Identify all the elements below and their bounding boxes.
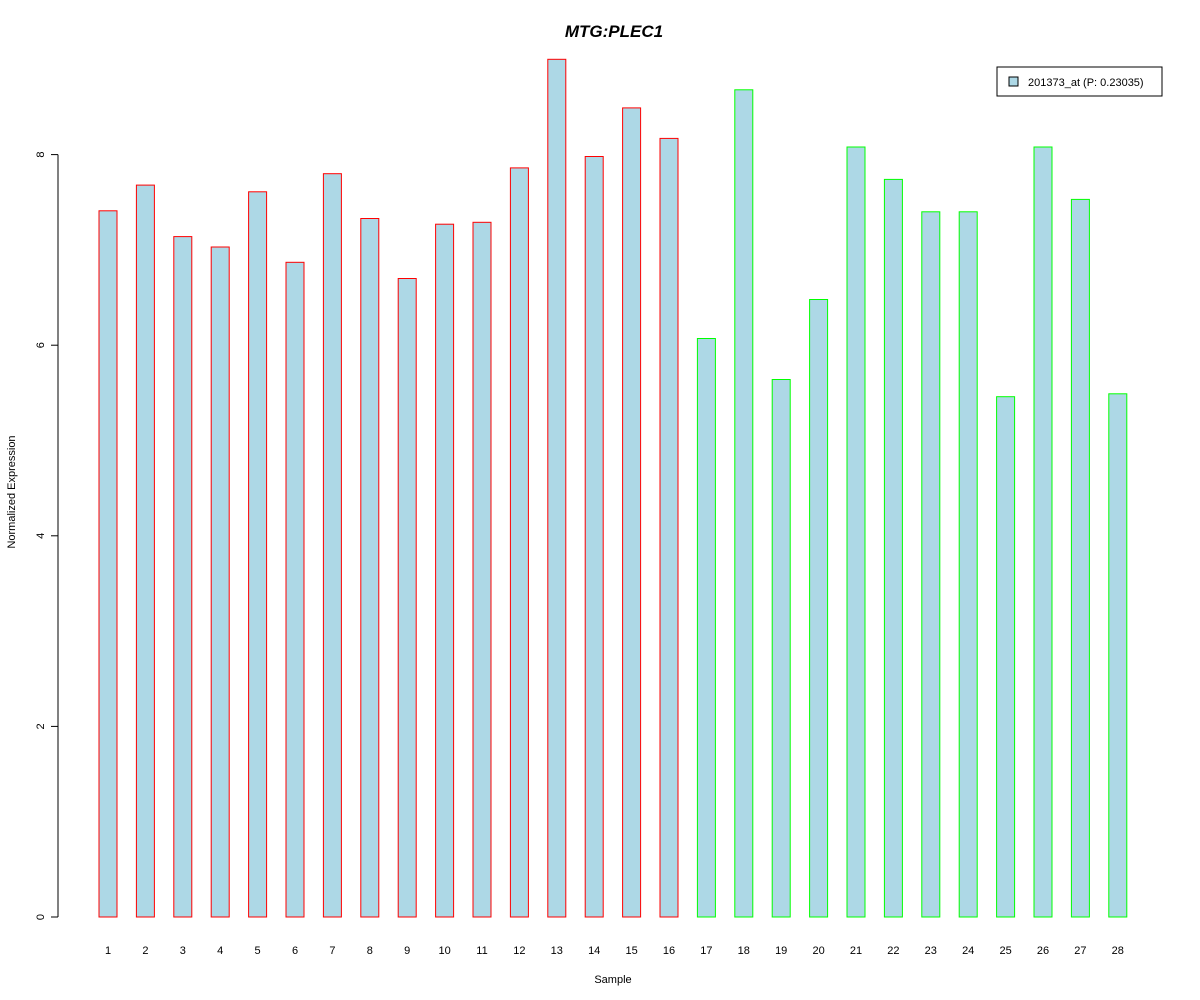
y-tick-label: 6 [35,342,47,348]
x-tick-label: 20 [812,945,824,957]
bar [846,146,866,918]
bar [397,278,417,918]
bar [248,191,268,918]
bar [285,261,305,918]
x-tick-label: 16 [663,945,675,957]
x-tick-labels: 1 2 3 4 5 6 7 8 9 10 11 12 13 14 15 16 17 18 19 20 21 22 23 24 2… [105,945,1124,957]
y-axis: 0 2 4 6 8 [35,152,59,920]
bar [435,223,455,918]
bar [734,89,754,918]
bar [622,107,642,918]
y-tick-label: 0 [35,914,47,920]
bar [584,156,604,918]
x-tick-label: 28 [1112,945,1124,957]
x-tick-label: 19 [775,945,787,957]
legend-swatch [1008,76,1019,87]
x-tick-label: 23 [925,945,937,957]
bar [809,299,829,918]
x-tick-label: 25 [999,945,1011,957]
bar [921,211,941,918]
x-axis-label: Sample [594,974,631,986]
x-tick-label: 13 [551,945,563,957]
x-tick-label: 27 [1074,945,1086,957]
legend-entry: 201373_at (P: 0.23035) [1028,77,1144,89]
bar [98,210,118,918]
x-tick-label: 9 [404,945,410,957]
x-tick-label: 17 [700,945,712,957]
bar [360,218,380,918]
y-tick-label: 2 [35,723,47,729]
legend-box [996,66,1163,97]
x-tick-label: 10 [438,945,450,957]
x-tick-label: 14 [588,945,600,957]
x-tick-label: 11 [476,945,487,957]
x-tick-label: 26 [1037,945,1049,957]
bar [472,221,492,918]
chart-title: MTG:PLEC1 [565,22,663,41]
bar [996,396,1016,918]
bar [135,184,155,918]
bar [958,211,978,918]
bar [771,379,791,918]
x-tick-label: 24 [962,945,974,957]
y-axis-label: Normalized Expression [6,435,18,548]
bar [173,236,193,918]
bar [210,246,230,918]
bar [1108,393,1128,918]
x-tick-label: 21 [850,945,862,957]
bar [322,173,342,918]
x-tick-label: 12 [513,945,525,957]
x-tick-label: 8 [367,945,373,957]
bar [547,58,567,918]
bar [659,137,679,918]
x-tick-label: 18 [738,945,750,957]
bar [1033,146,1053,918]
bar [1070,198,1090,918]
x-tick-label: 3 [180,945,186,957]
x-tick-label: 4 [217,945,223,957]
legend: 201373_at (P: 0.23035) [996,66,1163,97]
x-tick-label: 15 [625,945,637,957]
bars [98,58,1128,918]
x-tick-label: 1 [105,945,111,957]
x-tick-label: 5 [255,945,261,957]
x-tick-label: 2 [142,945,148,957]
y-tick-label: 4 [35,533,47,539]
bar [696,338,716,918]
bar [509,167,529,918]
x-tick-label: 22 [887,945,899,957]
x-tick-label: 6 [292,945,298,957]
y-tick-label: 8 [35,152,47,158]
bar [883,178,903,918]
x-tick-label: 7 [329,945,335,957]
